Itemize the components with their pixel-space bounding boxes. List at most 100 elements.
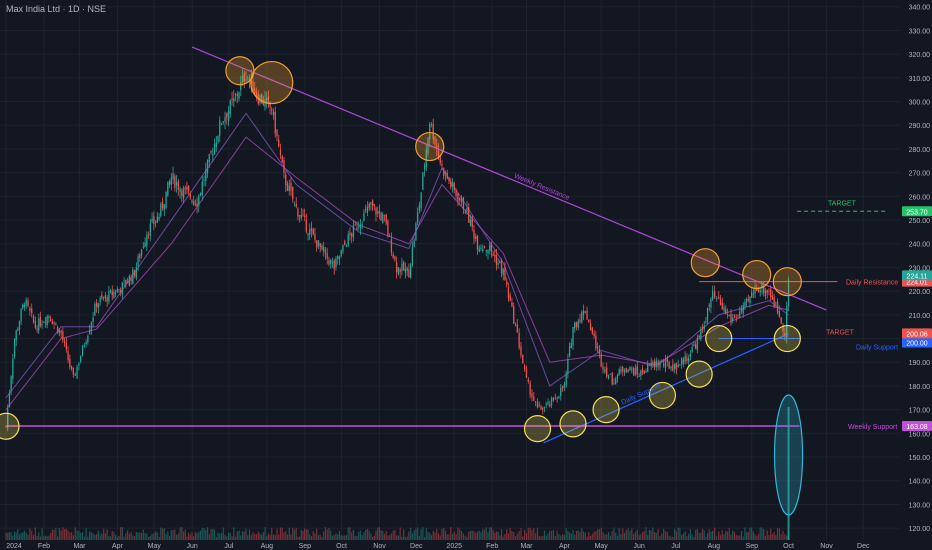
candle-body	[686, 357, 688, 362]
volume-bar	[118, 536, 120, 540]
volume-bar	[625, 529, 627, 540]
candle-body	[552, 397, 555, 401]
volume-bar	[489, 527, 491, 540]
time-axis[interactable]: 2024 Feb Mar Apr May Jun Jul Aug Sep Oct Nov Dec 202…	[0, 540, 932, 550]
candle-body	[130, 277, 132, 282]
volume-bar	[703, 530, 705, 540]
volume-bar	[735, 535, 737, 540]
candle-body	[399, 269, 401, 273]
volume-bar	[201, 528, 203, 540]
candle-body	[333, 260, 335, 269]
candle-body	[137, 256, 139, 267]
candle-body	[582, 310, 585, 315]
x-tick-label: Jul	[671, 543, 680, 550]
volume-bar	[76, 530, 78, 540]
volume-bar	[572, 529, 574, 540]
volume-bar	[307, 529, 309, 540]
candle-body	[43, 322, 45, 323]
candle-body	[420, 192, 422, 209]
candle-body	[78, 363, 80, 366]
candle-body	[83, 345, 86, 347]
volume-bar	[194, 531, 196, 540]
volume-bar	[345, 535, 348, 540]
volume-bar	[396, 535, 398, 540]
volume-bar	[604, 534, 606, 540]
candle-body	[286, 183, 289, 191]
candle-body	[358, 226, 360, 228]
candle-body	[151, 219, 153, 222]
candle-body	[579, 319, 581, 322]
volume-bar	[111, 530, 113, 540]
candle-body	[104, 295, 107, 299]
volume-bar	[140, 532, 143, 540]
volume-bar	[768, 535, 770, 540]
candle-body	[604, 368, 606, 373]
volume-bar	[279, 527, 282, 540]
candle-body	[80, 356, 82, 362]
volume-bar	[182, 531, 185, 540]
volume-bar	[272, 534, 275, 540]
volume-bar	[383, 533, 386, 540]
candle-body	[494, 254, 496, 257]
volume-bar	[189, 534, 191, 540]
candle-body	[507, 287, 510, 299]
candle-body	[172, 173, 174, 179]
volume-bar	[459, 529, 461, 540]
volume-bar	[602, 532, 604, 540]
candle-body	[267, 96, 270, 100]
candle-body	[245, 79, 247, 81]
candle-body	[684, 355, 686, 362]
volume-bar	[613, 527, 615, 540]
volume-bar	[682, 533, 685, 540]
candle-body	[212, 154, 214, 156]
candle-body	[589, 323, 592, 331]
candle-body	[759, 289, 761, 293]
candle-body	[705, 321, 707, 323]
candle-body	[174, 176, 176, 188]
price-axis[interactable]: 340.00 330.00 320.00 310.00 300.00 290.00 280.…	[900, 0, 932, 550]
volume-bar	[96, 534, 98, 540]
candle-body	[462, 197, 465, 210]
y-tick-label: 260.00	[909, 194, 931, 201]
volume-bar	[317, 535, 320, 540]
volume-bar	[518, 531, 520, 540]
volume-bar	[175, 534, 178, 540]
volume-bar	[749, 527, 751, 540]
volume-bar	[770, 528, 772, 540]
y-tick-label: 130.00	[909, 502, 931, 509]
candle-body	[425, 150, 427, 167]
x-tick-label: 2024	[6, 543, 22, 550]
candle-body	[675, 363, 678, 370]
volume-bar	[241, 531, 244, 540]
candle-body	[771, 295, 774, 300]
candle-body	[558, 396, 560, 399]
candle-body	[540, 406, 542, 410]
candle-body	[387, 220, 389, 236]
candle-body	[502, 269, 504, 276]
candle-body	[23, 305, 26, 307]
candle-body	[292, 186, 294, 200]
candle-body	[309, 229, 311, 235]
candle-body	[210, 150, 212, 153]
volume-bar	[739, 535, 741, 540]
volume-bar	[247, 535, 249, 540]
volume-bar	[478, 530, 480, 540]
candle-body	[39, 316, 42, 327]
volume-bar	[377, 527, 379, 540]
candle-body	[523, 365, 526, 369]
candle-body	[588, 319, 590, 322]
volume-bar	[560, 535, 562, 540]
candle-body	[106, 297, 108, 302]
volume-bar	[344, 535, 346, 540]
candle-body	[144, 242, 146, 248]
candle-body	[455, 190, 457, 197]
candle-body	[288, 185, 290, 192]
candle-body	[514, 324, 517, 326]
candle-body	[782, 325, 784, 332]
candle-body	[754, 286, 756, 294]
candle-body	[457, 193, 459, 202]
candle-body	[653, 361, 656, 366]
volume-bar	[312, 531, 314, 540]
